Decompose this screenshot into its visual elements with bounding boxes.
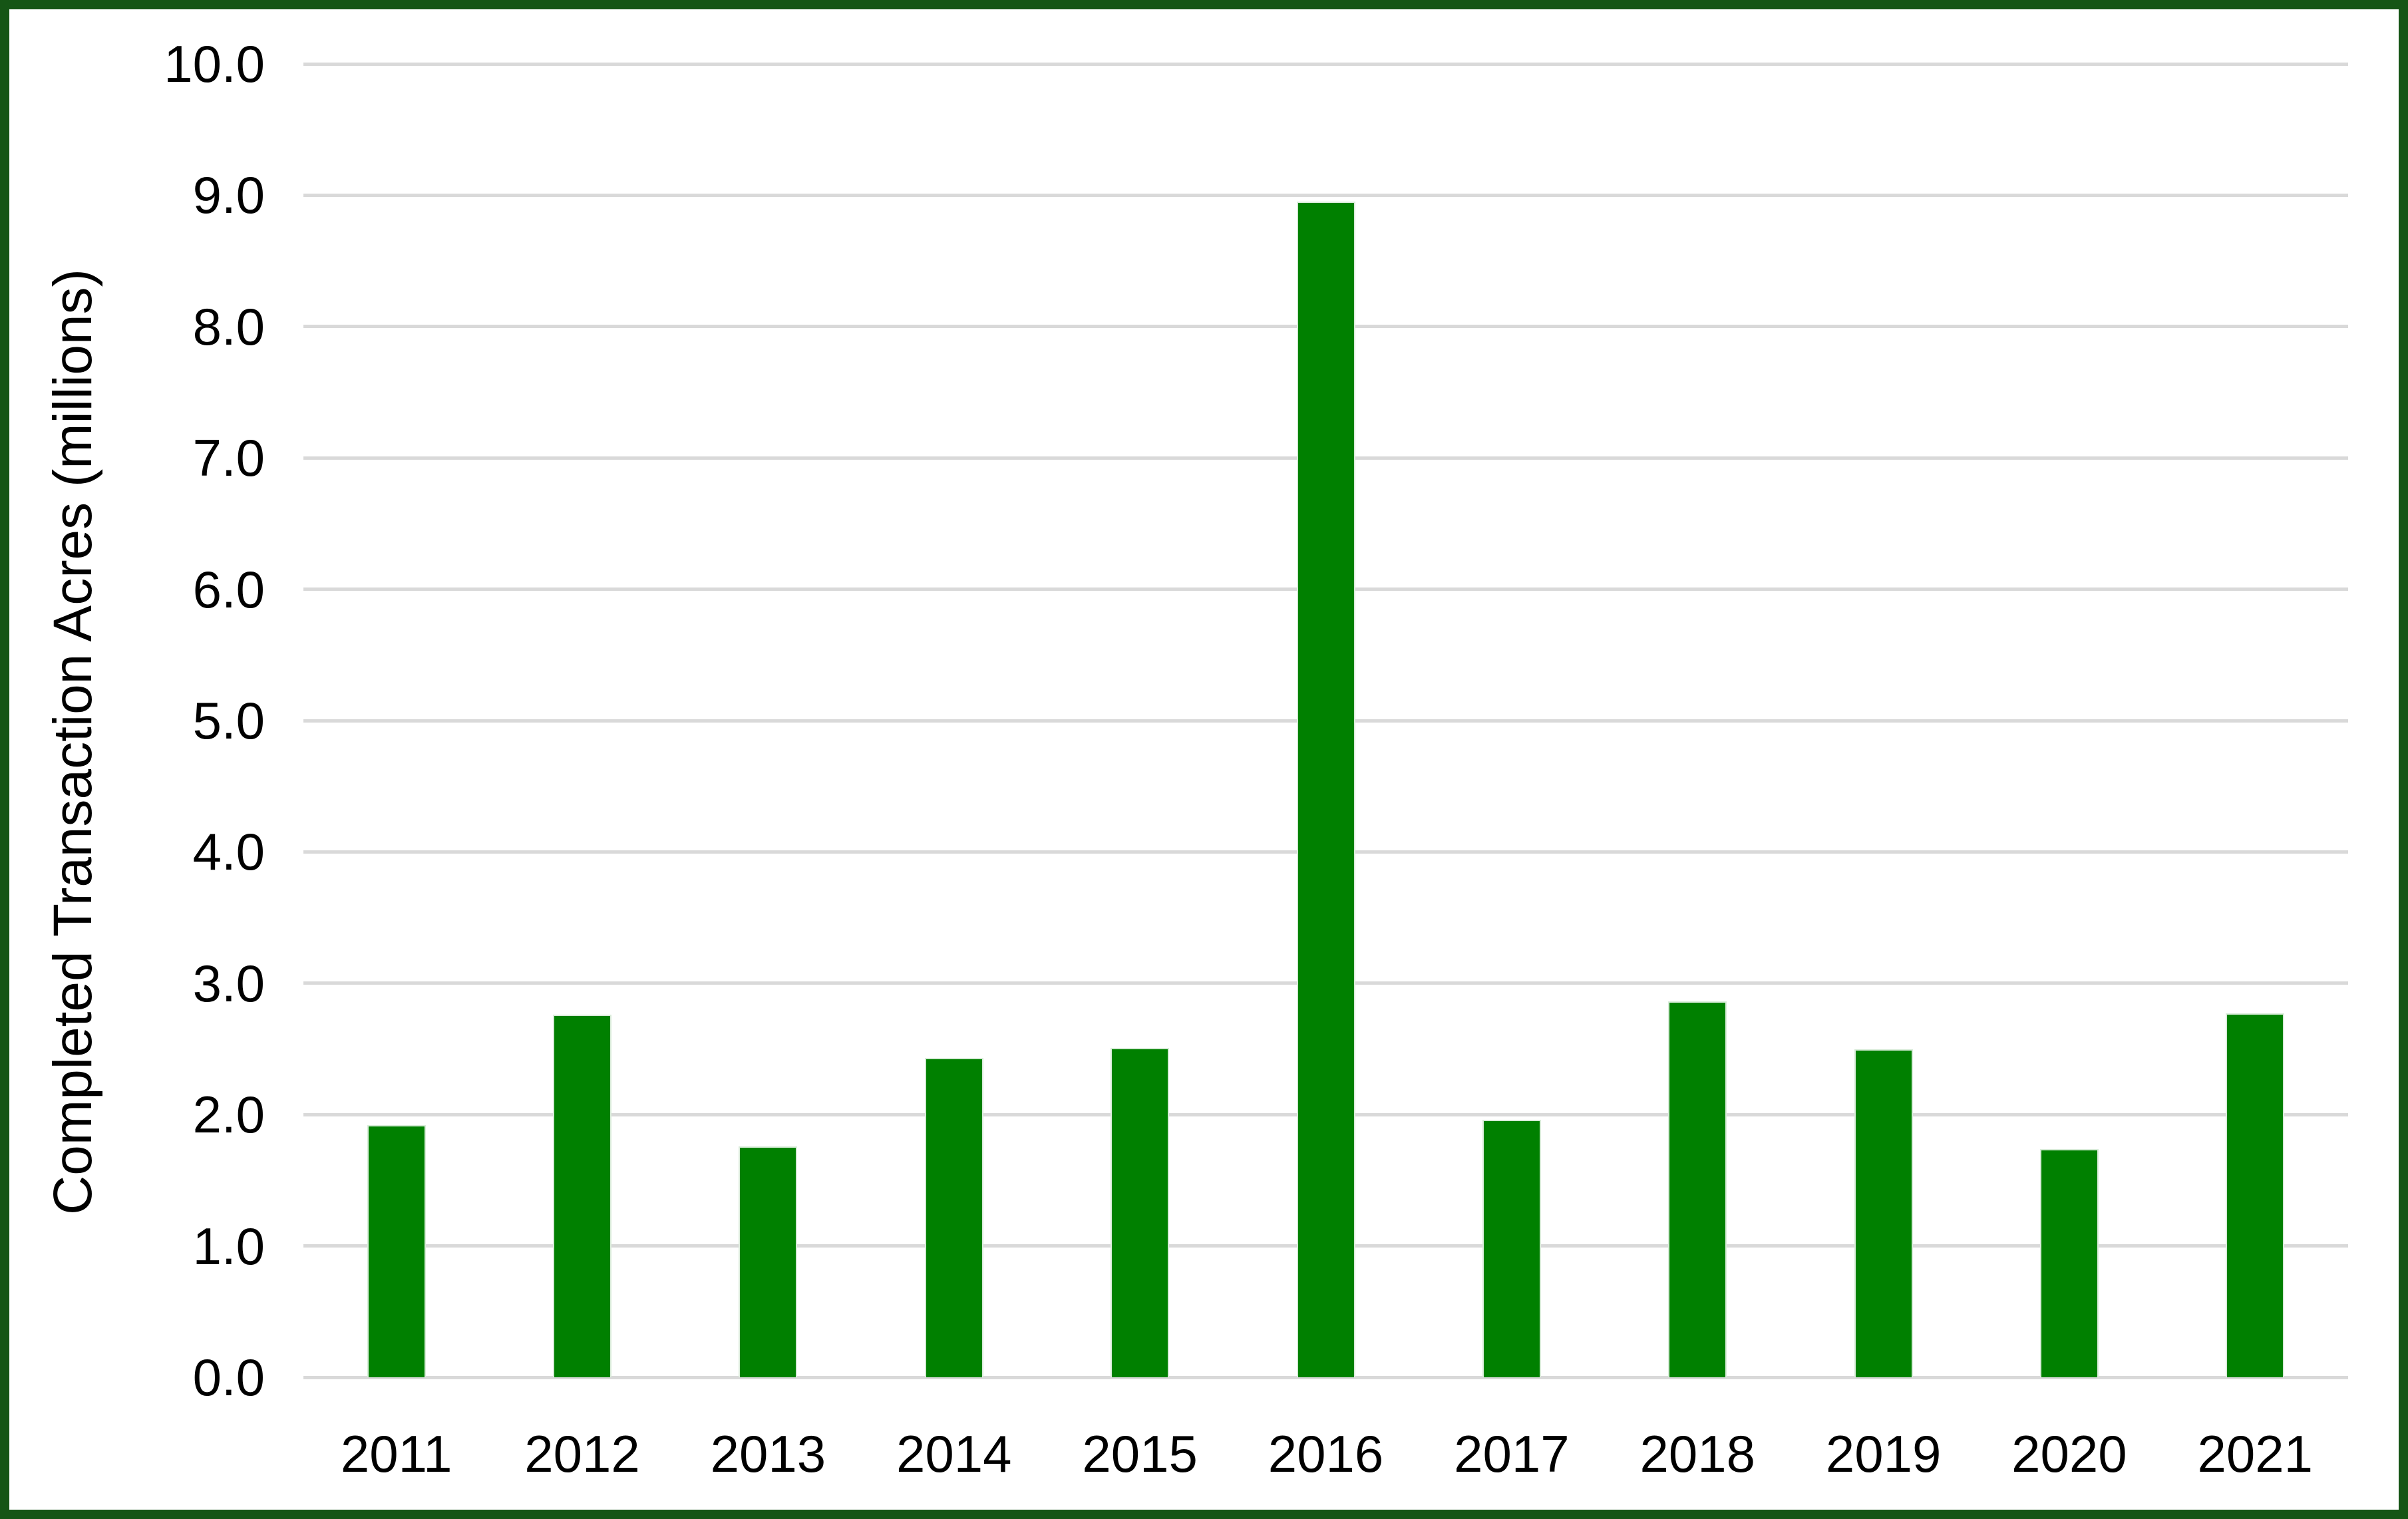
y-tick-label-1.0: 1.0 (192, 1216, 265, 1275)
y-tick-label-5.0: 5.0 (192, 691, 265, 750)
gridline-10.0 (303, 62, 2348, 66)
bar-2015 (1111, 1047, 1170, 1377)
x-tick-label-2020: 2020 (2011, 1425, 2127, 1483)
bar-2014 (924, 1058, 983, 1377)
bar-2016 (1296, 202, 1355, 1377)
x-tick-label-2016: 2016 (1268, 1425, 1384, 1483)
y-tick-label-10.0: 10.0 (164, 35, 265, 93)
x-tick-label-2011: 2011 (340, 1425, 452, 1483)
gridline-0.0 (303, 1375, 2348, 1379)
bar-2012 (553, 1015, 612, 1377)
bar-2013 (739, 1146, 798, 1377)
x-tick-label-2014: 2014 (896, 1425, 1012, 1483)
y-tick-label-3.0: 3.0 (192, 953, 265, 1013)
x-tick-label-2013: 2013 (710, 1425, 826, 1483)
gridline-9.0 (303, 193, 2348, 197)
y-tick-label-6.0: 6.0 (192, 560, 265, 619)
bar-2021 (2226, 1013, 2285, 1377)
y-tick-label-9.0: 9.0 (192, 166, 265, 225)
bar-2019 (1854, 1049, 1913, 1377)
y-tick-label-8.0: 8.0 (192, 297, 265, 356)
x-tick-label-2017: 2017 (1454, 1425, 1570, 1483)
bar-2017 (1482, 1120, 1541, 1377)
y-tick-label-7.0: 7.0 (192, 428, 265, 488)
x-tick-label-2012: 2012 (524, 1425, 640, 1483)
y-tick-label-4.0: 4.0 (192, 822, 265, 882)
y-tick-label-2.0: 2.0 (192, 1085, 265, 1144)
x-tick-label-2018: 2018 (1639, 1425, 1755, 1483)
x-tick-label-2019: 2019 (1825, 1425, 1942, 1483)
y-tick-label-0.0: 0.0 (192, 1348, 265, 1407)
bar-2018 (1668, 1001, 1727, 1377)
x-tick-label-2021: 2021 (2197, 1425, 2314, 1483)
bar-2011 (367, 1124, 426, 1377)
bar-2020 (2039, 1148, 2099, 1377)
x-tick-label-2015: 2015 (1082, 1425, 1198, 1483)
